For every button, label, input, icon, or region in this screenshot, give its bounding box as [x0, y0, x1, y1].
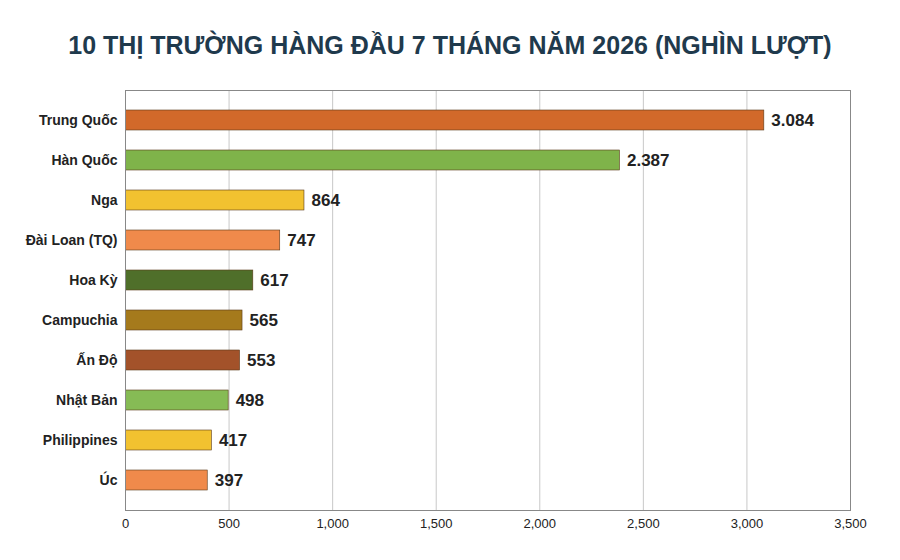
svg-text:3.084: 3.084	[771, 111, 814, 130]
svg-text:2.387: 2.387	[627, 151, 670, 170]
svg-text:Úc: Úc	[100, 471, 118, 488]
svg-text:553: 553	[247, 351, 275, 370]
svg-text:747: 747	[287, 231, 315, 250]
svg-text:Trung Quốc: Trung Quốc	[39, 112, 118, 128]
svg-text:Ấn Độ: Ấn Độ	[76, 352, 117, 368]
svg-text:Campuchia: Campuchia	[42, 312, 118, 328]
svg-text:Philippines: Philippines	[43, 432, 118, 448]
svg-text:2,500: 2,500	[627, 516, 660, 531]
svg-text:3,000: 3,000	[731, 516, 764, 531]
svg-text:3,500: 3,500	[834, 516, 867, 531]
svg-text:864: 864	[311, 191, 340, 210]
html-text:10 THỊ TRƯỜNG HÀNG ĐẦU 7 THÁNG: 10 THỊ TRƯỜNG HÀNG ĐẦU 7 THÁNG NĂM 2026 …	[68, 31, 832, 59]
svg-text:617: 617	[260, 271, 288, 290]
svg-text:397: 397	[215, 471, 243, 490]
svg-text:1,500: 1,500	[420, 516, 453, 531]
svg-text:Hoa Kỳ: Hoa Kỳ	[69, 272, 117, 288]
svg-text:565: 565	[250, 311, 278, 330]
svg-text:Nga: Nga	[91, 192, 118, 208]
svg-text:500: 500	[218, 516, 240, 531]
svg-text:Đài Loan (TQ): Đài Loan (TQ)	[26, 232, 118, 248]
svg-text:417: 417	[219, 431, 247, 450]
svg-text:2,000: 2,000	[524, 516, 557, 531]
svg-text:Nhật Bản: Nhật Bản	[56, 392, 117, 408]
svg-text:0: 0	[122, 516, 129, 531]
svg-text:Hàn Quốc: Hàn Quốc	[51, 152, 117, 168]
svg-text:498: 498	[236, 391, 264, 410]
svg-text:1,000: 1,000	[316, 516, 349, 531]
